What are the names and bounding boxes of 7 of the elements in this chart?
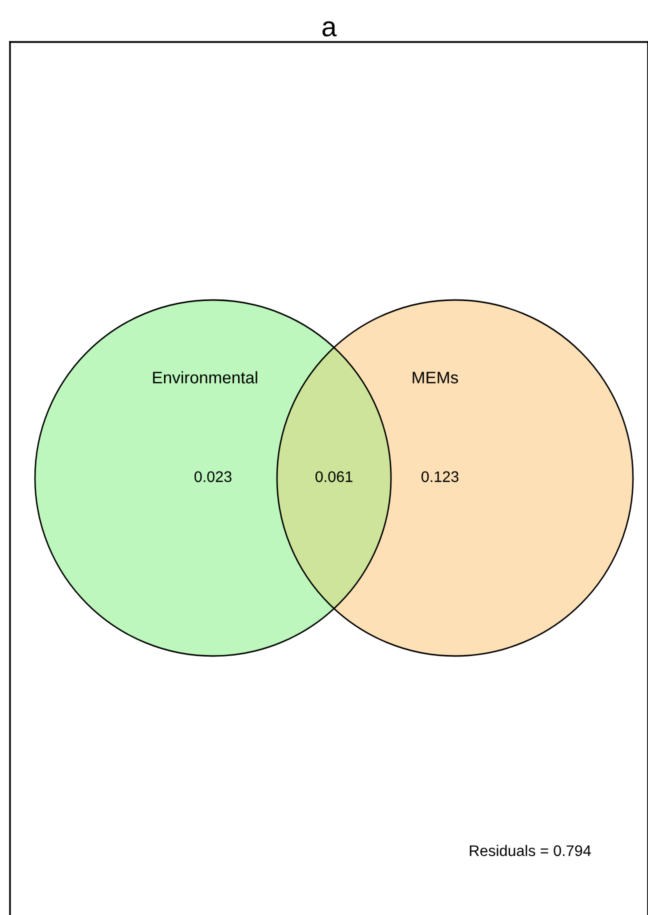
text: a: [322, 21, 337, 37]
text: Environmental: [153, 371, 258, 384]
data-label: 0.023: [194, 471, 232, 482]
data-label: 0.061: [315, 471, 352, 482]
data-label: 0.123: [421, 471, 458, 482]
text: Residuals = 0.794: [470, 844, 591, 856]
text: MEMs: [412, 372, 458, 384]
